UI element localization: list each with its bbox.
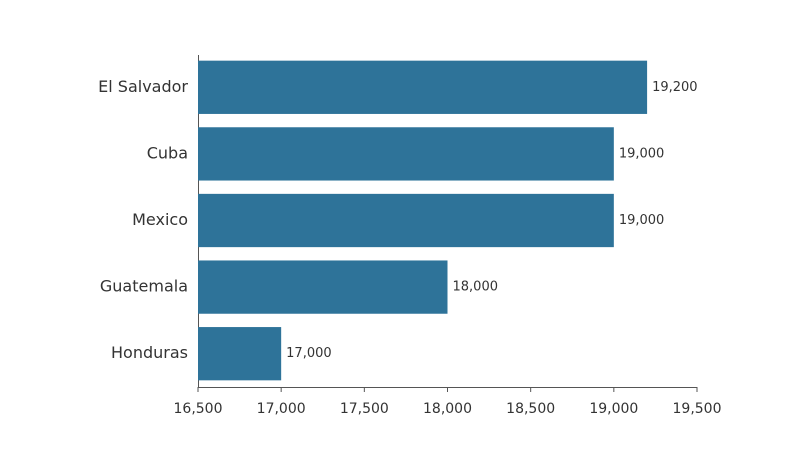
x-tick-label: 17,000 <box>257 401 306 417</box>
y-tick-label: Guatemala <box>100 277 188 296</box>
bar <box>198 60 648 114</box>
value-label: 17,000 <box>286 346 332 361</box>
y-tick-label: Honduras <box>111 343 188 362</box>
y-tick-label: Mexico <box>132 210 188 229</box>
x-tick-label: 16,500 <box>174 401 223 417</box>
y-tick-label: Cuba <box>147 143 188 162</box>
y-tick-label: El Salvador <box>98 77 188 96</box>
bar <box>198 327 282 381</box>
x-tick-label: 19,000 <box>589 401 638 417</box>
bar <box>198 193 614 248</box>
x-tick-label: 18,000 <box>423 401 472 417</box>
value-label: 18,000 <box>453 280 499 295</box>
bar <box>198 127 614 181</box>
value-label: 19,000 <box>619 213 665 228</box>
x-tick-label: 18,500 <box>506 401 555 417</box>
x-tick-label: 17,500 <box>340 401 389 417</box>
value-label: 19,200 <box>652 80 698 95</box>
value-label: 19,000 <box>619 146 665 161</box>
bar <box>198 260 448 314</box>
x-tick-label: 19,500 <box>673 401 722 417</box>
